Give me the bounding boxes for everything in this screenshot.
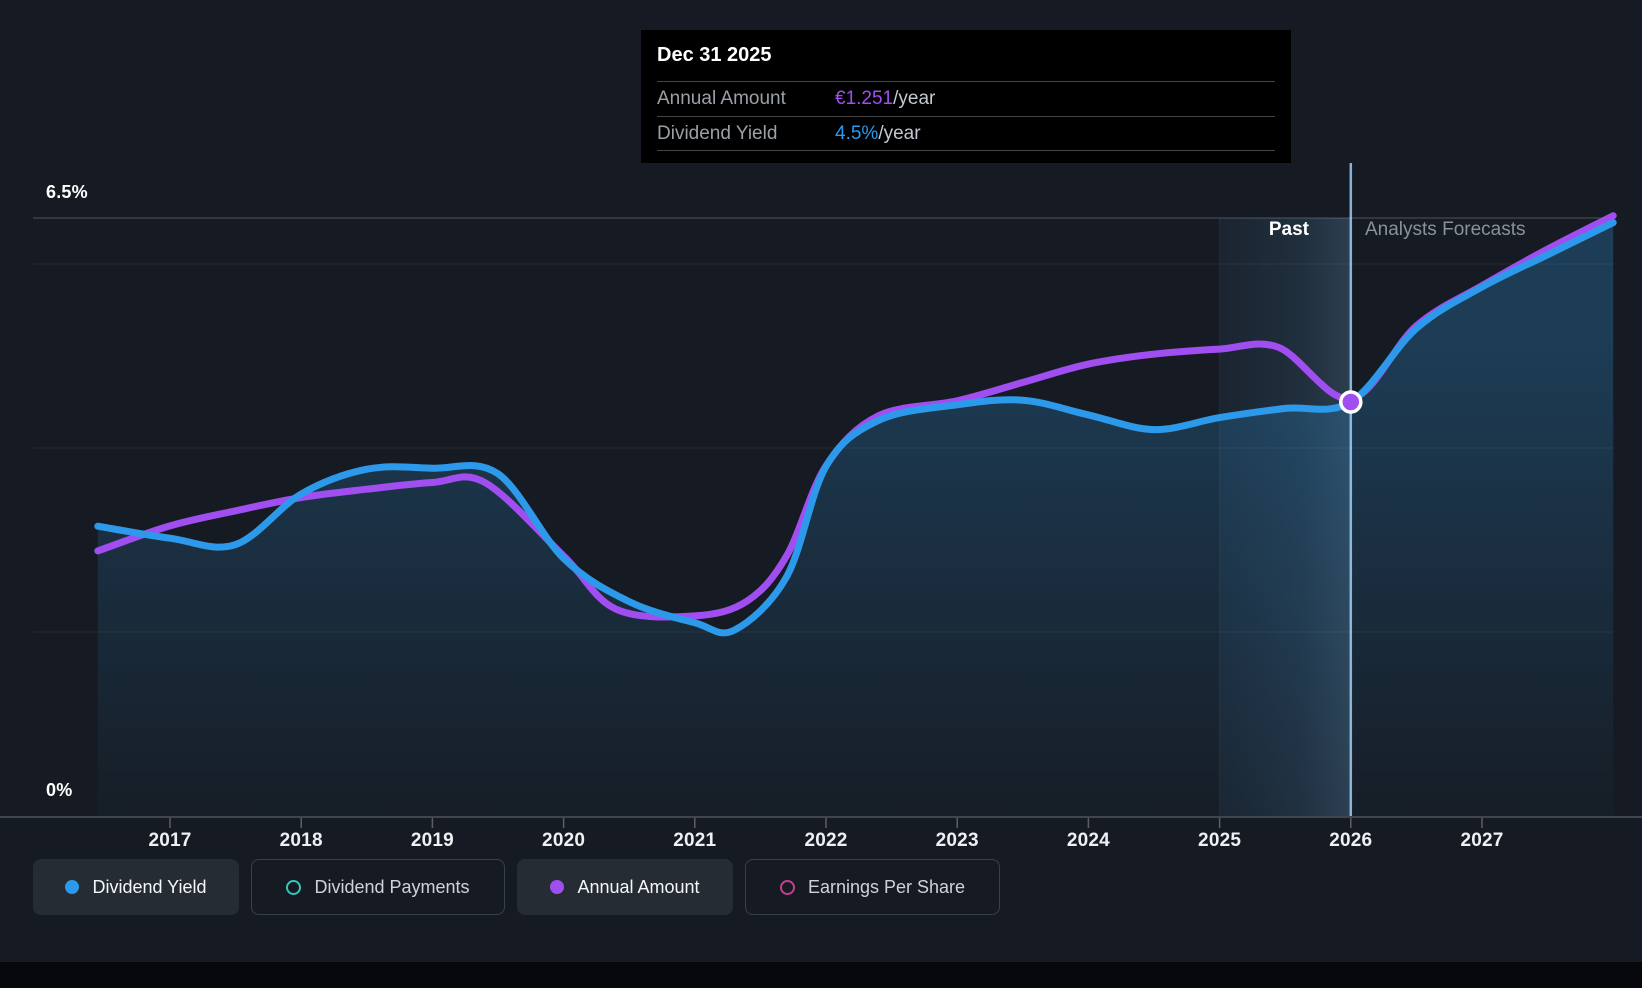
- tooltip-value-dividend-yield: 4.5%: [835, 122, 879, 144]
- x-tick-label-2027: 2027: [1460, 830, 1504, 851]
- tooltip-suffix-dividend-yield: /year: [878, 122, 921, 144]
- x-tick-label-2020: 2020: [542, 830, 586, 851]
- legend-item-annual-amount[interactable]: Annual Amount: [517, 859, 733, 915]
- hover-marker: [1339, 390, 1363, 414]
- earnings-per-share-marker-icon: [779, 879, 795, 895]
- tooltip-value-annual-amount: €1.251: [835, 88, 894, 109]
- chart-tooltip: Dec 31 2025 Annual Amount €1.251/year Di…: [641, 30, 1291, 163]
- y-axis-label-max: 6.5%: [46, 182, 88, 202]
- past-label: Past: [1268, 219, 1309, 240]
- tooltip-row-dividend-yield: Dividend Yield 4.5%/year: [657, 116, 1275, 151]
- legend-item-label: Dividend Yield: [92, 876, 207, 897]
- x-tick-label-2017: 2017: [148, 830, 192, 851]
- tooltip-suffix-annual-amount: /year: [893, 88, 936, 109]
- tooltip-row-annual-amount: Annual Amount €1.251/year: [657, 81, 1275, 116]
- tooltip-label-dividend-yield: Dividend Yield: [657, 122, 778, 144]
- dividend-payments-marker-icon: [286, 879, 302, 895]
- legend-item-earnings-per-share[interactable]: Earnings Per Share: [745, 859, 1000, 915]
- dividend-yield-marker-icon: [65, 880, 80, 894]
- analysts-forecasts-label: Analysts Forecasts: [1365, 219, 1526, 240]
- x-tick-label-2021: 2021: [673, 830, 717, 851]
- legend-item-dividend-payments[interactable]: Dividend Payments: [251, 859, 505, 915]
- legend-item-label: Earnings Per Share: [807, 876, 966, 897]
- y-axis-label-zero: 0%: [46, 780, 73, 800]
- x-tick-label-2023: 2023: [935, 830, 979, 851]
- tooltip-date: Dec 31 2025: [657, 44, 772, 66]
- x-tick-label-2022: 2022: [804, 830, 848, 851]
- dividend-yield-area: [97, 222, 1614, 817]
- bottom-bar: [0, 962, 1642, 988]
- x-tick-label-2019: 2019: [410, 830, 454, 851]
- chart-legend: Dividend Yield Dividend Payments Annual Am…: [0, 859, 1642, 915]
- x-tick-label-2026: 2026: [1329, 830, 1373, 851]
- annual-amount-marker-icon: [550, 880, 565, 894]
- x-tick-label-2018: 2018: [279, 830, 323, 851]
- legend-item-label: Annual Amount: [577, 876, 700, 897]
- x-tick-label-2025: 2025: [1198, 830, 1242, 851]
- tooltip-label-annual-amount: Annual Amount: [657, 88, 786, 109]
- legend-item-label: Dividend Payments: [314, 876, 470, 897]
- x-tick-label-2024: 2024: [1066, 830, 1110, 851]
- legend-item-dividend-yield[interactable]: Dividend Yield: [33, 859, 239, 915]
